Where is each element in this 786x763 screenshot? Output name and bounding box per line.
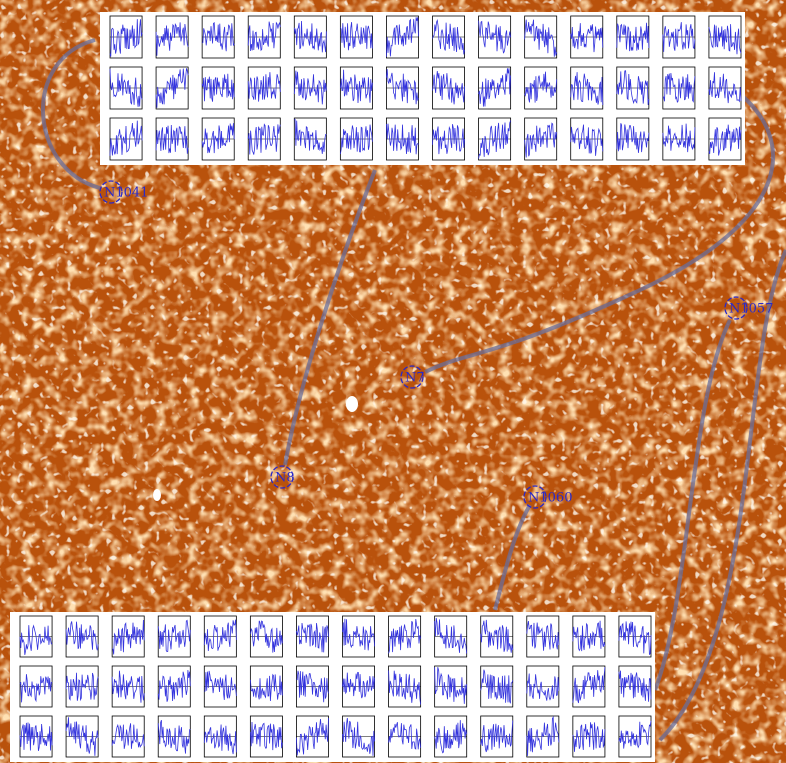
marker-label: N7 xyxy=(405,371,425,386)
marker-label: N1057 xyxy=(729,302,773,317)
marker-label: N1041 xyxy=(104,186,148,201)
bright-source xyxy=(346,396,358,412)
bright-source xyxy=(153,489,161,501)
marker-label: N8 xyxy=(275,471,295,486)
marker-label: N1060 xyxy=(528,491,572,506)
sky-image-view: N1041 N7 N8 N1060 N1057 xyxy=(0,0,786,763)
